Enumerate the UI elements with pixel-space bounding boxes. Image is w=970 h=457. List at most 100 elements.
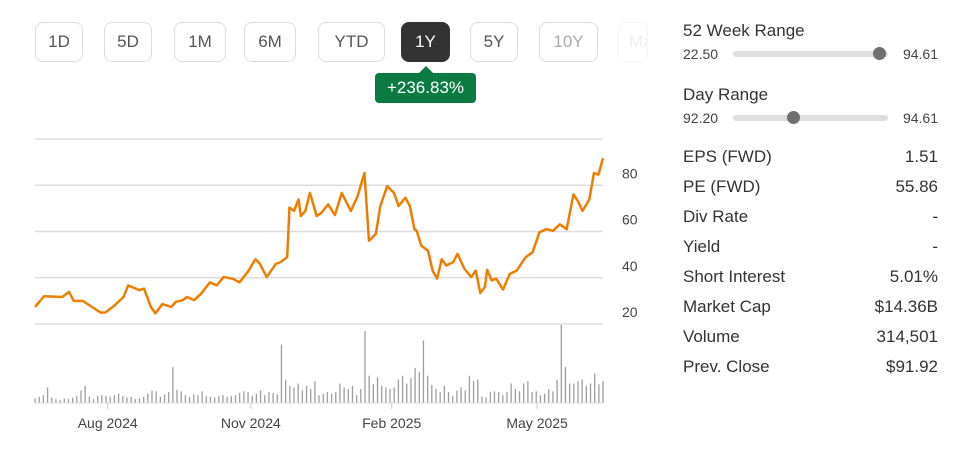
volume-bar (239, 392, 241, 403)
range-button-1m[interactable]: 1M (174, 22, 226, 62)
volume-bar (126, 397, 128, 403)
volume-bar (76, 395, 78, 403)
volume-bar (456, 390, 458, 403)
volume-bar (452, 395, 454, 403)
volume-bar (594, 373, 596, 403)
stat-row: EPS (FWD) 1.51 (683, 147, 938, 167)
volume-bar (397, 379, 400, 403)
volume-bar (493, 391, 496, 403)
volume-bar (460, 387, 462, 403)
volume-bar (568, 383, 571, 403)
volume-bar (548, 388, 550, 403)
volume-bar (552, 391, 554, 403)
week52-range-label: 52 Week Range (683, 21, 805, 40)
volume-bar (443, 385, 445, 403)
volume-bar (234, 395, 237, 403)
volume-bar (589, 383, 592, 403)
volume-bar (209, 396, 212, 403)
price-line (34, 157, 605, 315)
volume-bar (339, 383, 341, 403)
volume-bar (201, 391, 203, 403)
volume-bar (284, 379, 287, 403)
volume-bar (193, 394, 195, 403)
volume-bar (355, 395, 358, 403)
stat-value: 5.01% (889, 267, 938, 286)
volume-bar (51, 397, 53, 403)
range-button-5d[interactable]: 5D (104, 22, 152, 62)
range-button-1y[interactable]: 1Y (401, 22, 450, 62)
day-marker (787, 111, 801, 124)
stat-row: Short Interest 5.01% (683, 267, 938, 287)
stat-value: 314,501 (876, 327, 938, 346)
range-button-1d[interactable]: 1D (35, 22, 83, 62)
volume-bar (577, 381, 579, 403)
volume-bar (71, 397, 74, 403)
stat-row: PE (FWD) 55.86 (683, 177, 938, 197)
volume-bar (134, 399, 136, 403)
volume-bar (213, 397, 216, 403)
volume-bar (385, 387, 387, 403)
volume-bar (310, 388, 312, 403)
volume-bar (147, 393, 149, 403)
volume-bar (381, 385, 383, 403)
volume-bar (510, 383, 512, 403)
volume-bar (188, 396, 191, 403)
volume-bar (489, 392, 491, 403)
volume-bar (176, 389, 178, 403)
week52-low: 22.50 (683, 46, 719, 62)
volume-bar (243, 391, 245, 403)
volume-bar (360, 388, 362, 403)
stat-row: Volume 314,501 (683, 327, 938, 347)
volume-bar (435, 388, 437, 403)
volume-bar (389, 388, 391, 403)
volume-bar (59, 399, 61, 403)
volume-bar (84, 385, 86, 403)
stat-value: $14.36B (874, 297, 938, 316)
volume-bar (464, 390, 466, 403)
period-change-badge: +236.83% (375, 66, 476, 103)
price-chart: 20 40 60 80 Aug 2024 Nov 2024 Feb 2025 May 2025 (34, 138, 638, 431)
volume-bar (431, 385, 433, 403)
volume-bar (197, 395, 199, 403)
volume-bar (301, 390, 303, 403)
volume-bar (527, 381, 529, 403)
volume-bar (117, 393, 120, 403)
volume-bar (406, 383, 408, 403)
volume-bar (63, 398, 65, 403)
volume-bar (130, 396, 132, 403)
volume-bar (268, 392, 270, 403)
stat-label: Volume (683, 327, 740, 346)
volume-bar (514, 388, 516, 403)
volume-bar (535, 391, 537, 403)
volume-bar (477, 379, 479, 403)
volume-bar (414, 367, 416, 403)
range-button-5y[interactable]: 5Y (470, 22, 518, 62)
range-button-10y[interactable]: 10Y (539, 22, 598, 62)
volume-bar (347, 388, 349, 403)
volume-bar (422, 340, 425, 403)
x-tick-label: Nov 2024 (221, 415, 281, 431)
volume-bar (581, 379, 583, 403)
volume-bar (255, 393, 258, 403)
volume-bar (598, 384, 600, 403)
volume-bar (523, 383, 525, 403)
range-button-6m[interactable]: 6M (244, 22, 296, 62)
day-low: 92.20 (683, 110, 719, 126)
volume-bar (97, 395, 99, 403)
volume-bar (151, 390, 153, 403)
volume-bar (351, 385, 354, 403)
stat-label: Div Rate (683, 207, 749, 226)
volume-bar (447, 392, 450, 403)
y-tick-label: 40 (622, 258, 638, 274)
x-tick-label: Feb 2025 (362, 415, 421, 431)
volume-bar (393, 387, 395, 403)
volume-bar (264, 395, 266, 403)
volume-bar (276, 394, 278, 403)
volume-bar (330, 393, 333, 403)
range-button-ytd[interactable]: YTD (318, 22, 385, 62)
week52-track (733, 47, 888, 60)
volume-bar (426, 375, 429, 403)
stat-label: Short Interest (683, 267, 786, 286)
range-button-max[interactable]: Max (618, 22, 648, 62)
volume-bar (272, 392, 274, 403)
